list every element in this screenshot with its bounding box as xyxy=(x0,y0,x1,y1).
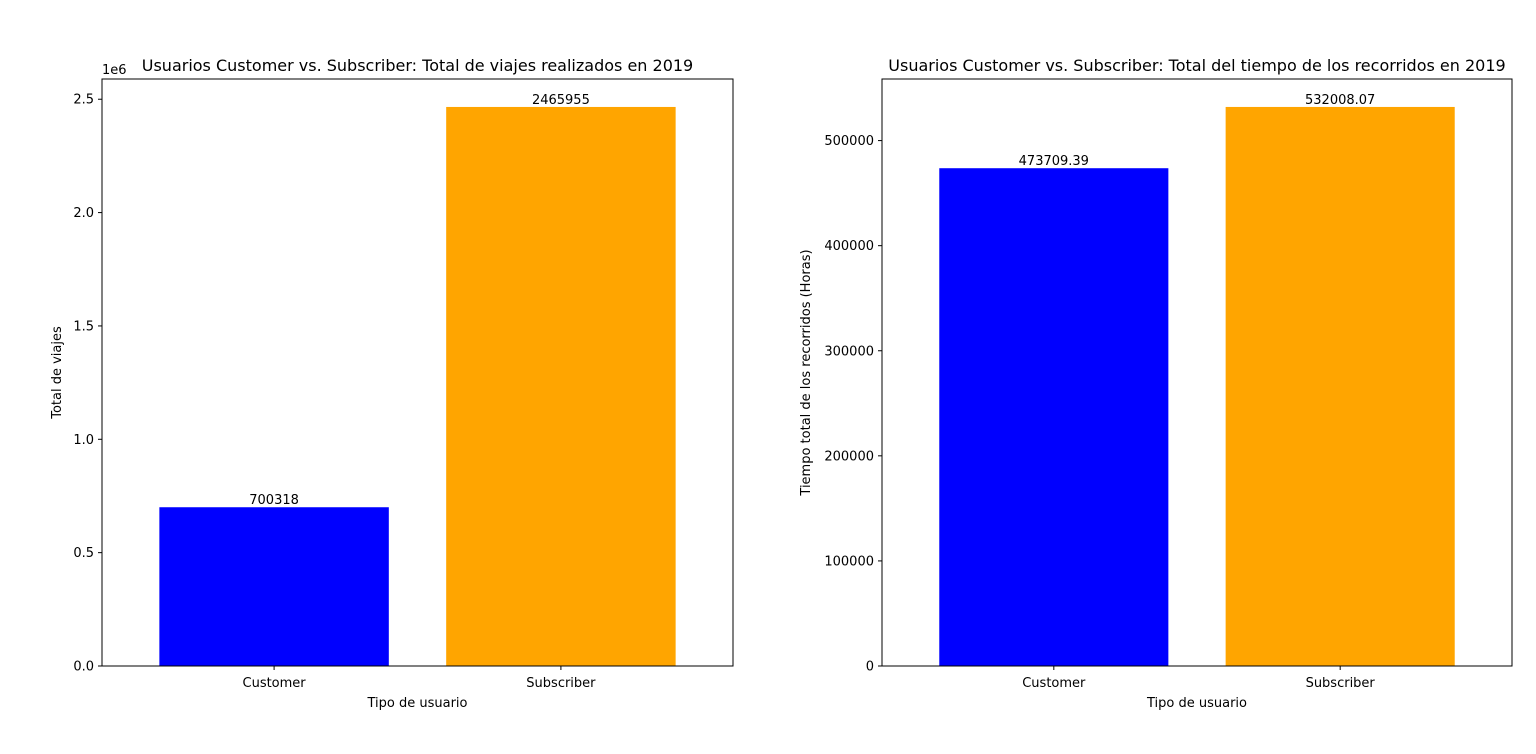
y-tick-label: 1.0 xyxy=(73,433,94,448)
axes-frame xyxy=(881,78,1513,667)
y-tick-label: 400000 xyxy=(824,239,874,254)
data-label-subscriber: 2465955 xyxy=(532,93,590,108)
y-tick-label: 0.5 xyxy=(73,546,94,561)
y-tick-label: 0.0 xyxy=(73,660,94,675)
y-tick-label: 2.0 xyxy=(73,206,94,221)
y-tick-label: 0 xyxy=(866,660,874,675)
y-axis-label: Tiempo total de los recorridos (Horas) xyxy=(799,249,814,496)
y-tick-label: 1.5 xyxy=(73,319,94,334)
data-label-customer: 700318 xyxy=(249,493,299,508)
y-tick-label: 300000 xyxy=(824,344,874,359)
chart-trips: 700318 2465955 0.0 0.5 1.0 1.5 2.0 2.5 Customer S… xyxy=(50,56,734,711)
x-tick-label: Subscriber xyxy=(526,676,596,691)
axes-frame xyxy=(101,78,734,667)
data-label-subscriber: 532008.07 xyxy=(1305,93,1375,108)
bar-customer xyxy=(159,507,389,666)
x-tick-label: Subscriber xyxy=(1306,676,1376,691)
bar-subscriber xyxy=(446,106,676,666)
bar-customer xyxy=(939,168,1169,667)
data-label-customer: 473709.39 xyxy=(1019,154,1089,169)
chart-duration: 473709.39 532008.07 0 100000 200000 300000 400… xyxy=(799,56,1513,711)
y-tick-label: 100000 xyxy=(824,554,874,569)
chart-title: Usuarios Customer vs. Subscriber: Total … xyxy=(888,56,1505,75)
x-tick-label: Customer xyxy=(243,676,307,691)
x-tick-label: Customer xyxy=(1022,676,1086,691)
y-tick-label: 2.5 xyxy=(73,93,94,108)
x-axis-label: Tipo de usuario xyxy=(1146,696,1247,711)
y-tick-label: 500000 xyxy=(824,134,874,149)
y-axis-label: Total de viajes xyxy=(50,326,65,420)
bar-subscriber xyxy=(1225,106,1455,666)
chart-title: Usuarios Customer vs. Subscriber: Total … xyxy=(142,56,693,75)
x-axis-label: Tipo de usuario xyxy=(366,696,467,711)
y-offset-text: 1e6 xyxy=(102,63,127,78)
y-tick-label: 200000 xyxy=(824,449,874,464)
